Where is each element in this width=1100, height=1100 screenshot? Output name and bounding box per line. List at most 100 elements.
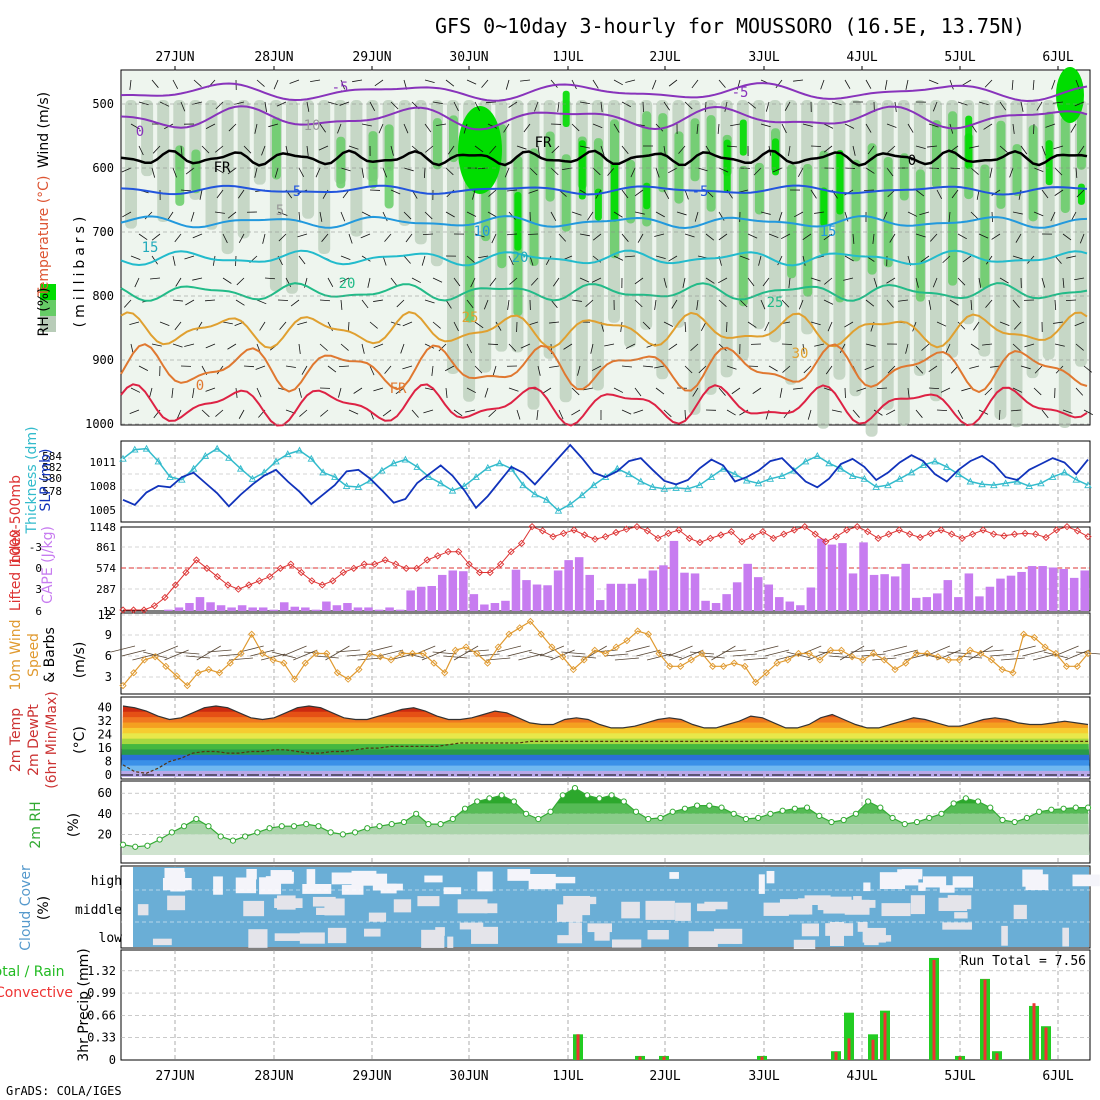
wind-barb (655, 255, 666, 259)
wind-speed-marker (634, 627, 642, 635)
wind-barb (527, 233, 539, 235)
wind-barb (507, 189, 518, 192)
wind-barb-surface (153, 645, 179, 657)
wind-barb (1033, 123, 1035, 135)
isotherm-label: 25 (767, 295, 784, 311)
wind-barb (327, 277, 334, 287)
li-tick: 0 (35, 562, 42, 575)
date-label-bottom: 6JUL (1042, 1069, 1073, 1084)
cape-bar (543, 585, 552, 611)
date-label-bottom: 29JUN (352, 1069, 391, 1084)
li-marker (549, 533, 557, 541)
li-marker (150, 602, 159, 610)
isotherm-label: 10 (474, 224, 491, 240)
rh-marker (1036, 808, 1043, 815)
cape-bar (1069, 577, 1079, 611)
wind-barb (844, 211, 849, 222)
wind-barb (424, 343, 435, 349)
wind-barb (236, 277, 245, 286)
wind-barb (558, 409, 564, 420)
wind-barb (238, 233, 245, 243)
wind-speed-marker (365, 649, 374, 658)
wind-barb (474, 101, 480, 112)
wind-barb (844, 123, 855, 129)
wind-barb (347, 321, 350, 333)
cape-tick: 1148 (90, 521, 117, 534)
isotherm-label: 30 (792, 346, 809, 362)
thickness-marker (672, 483, 680, 491)
wind-barb (969, 145, 980, 149)
rh-shade-mid (706, 115, 716, 212)
wind-barb (762, 277, 770, 287)
cloud-gap (248, 929, 268, 948)
wind-barb (718, 343, 727, 351)
rh-shade-mid (368, 131, 378, 189)
wind-barb (190, 211, 195, 222)
wind-barb (726, 365, 737, 370)
isotherm-label: 20 (512, 250, 529, 266)
wind-barb-surface (1065, 649, 1090, 661)
rh-marker (266, 825, 273, 832)
wind-barb (1012, 255, 1023, 260)
cloud-gap (1001, 925, 1008, 946)
wind-barb-surface (872, 657, 897, 661)
isotherm-minus5 (120, 105, 1088, 131)
wind-barb (663, 409, 672, 418)
cloud-gap (704, 901, 728, 910)
wind-barb (382, 211, 388, 222)
wind-barb (138, 365, 149, 371)
rh-shade-dark (723, 139, 731, 193)
li-marker (423, 556, 431, 564)
wind-barb-surface (604, 653, 629, 657)
wind-barb (431, 365, 434, 376)
isotherm-label: FR (390, 381, 407, 397)
thickness-marker (884, 481, 892, 489)
wind-barb (273, 79, 279, 90)
wind-label-3: & Barbs (42, 627, 58, 683)
wind-barb (655, 167, 660, 178)
wind-speed-marker (773, 659, 781, 667)
wind-barb (159, 321, 170, 326)
wind-barb (613, 255, 624, 261)
cape-bar (954, 597, 963, 611)
wind-speed-marker (516, 624, 524, 632)
rh-marker (767, 810, 774, 817)
li-marker (822, 538, 830, 546)
wind-barb-surface (732, 653, 757, 657)
wind-barb (438, 343, 447, 352)
footer: GrADS: COLA/IGES (6, 1084, 122, 1098)
cape-tick: 287 (96, 583, 116, 596)
wind-barb (235, 299, 245, 306)
rh-shade-dark (1045, 140, 1053, 186)
wind-barb (1054, 343, 1065, 347)
wind-barb (613, 123, 620, 133)
wind-barb (254, 167, 258, 178)
wind-barb (765, 101, 770, 112)
wind-barb (1083, 365, 1092, 373)
wind-barb (634, 211, 645, 215)
wind-speed-marker (827, 646, 835, 654)
wind-speed-marker (280, 659, 288, 667)
li-marker (570, 526, 578, 534)
li-marker (486, 568, 494, 577)
wind-barb (932, 101, 938, 112)
wind-barb (604, 343, 615, 347)
thickness-marker (848, 472, 857, 479)
wind-barb-surface (186, 655, 211, 659)
wind-barb (592, 167, 601, 176)
wind-barb (915, 365, 924, 374)
wind-barb (571, 211, 582, 216)
wind-barb (671, 299, 678, 309)
wind-barb (807, 409, 812, 420)
wind-barb (176, 409, 182, 420)
wind-barb (820, 79, 825, 90)
wind-speed-marker (848, 653, 856, 661)
temp-label-3: (6hr Min/Max) (44, 691, 60, 788)
cloud-gap (763, 902, 789, 916)
cape-bar (553, 570, 563, 611)
wind-barb (367, 277, 371, 288)
wind-speed-marker (623, 637, 631, 645)
wind-barb (625, 343, 636, 349)
cape-bar (511, 569, 521, 611)
